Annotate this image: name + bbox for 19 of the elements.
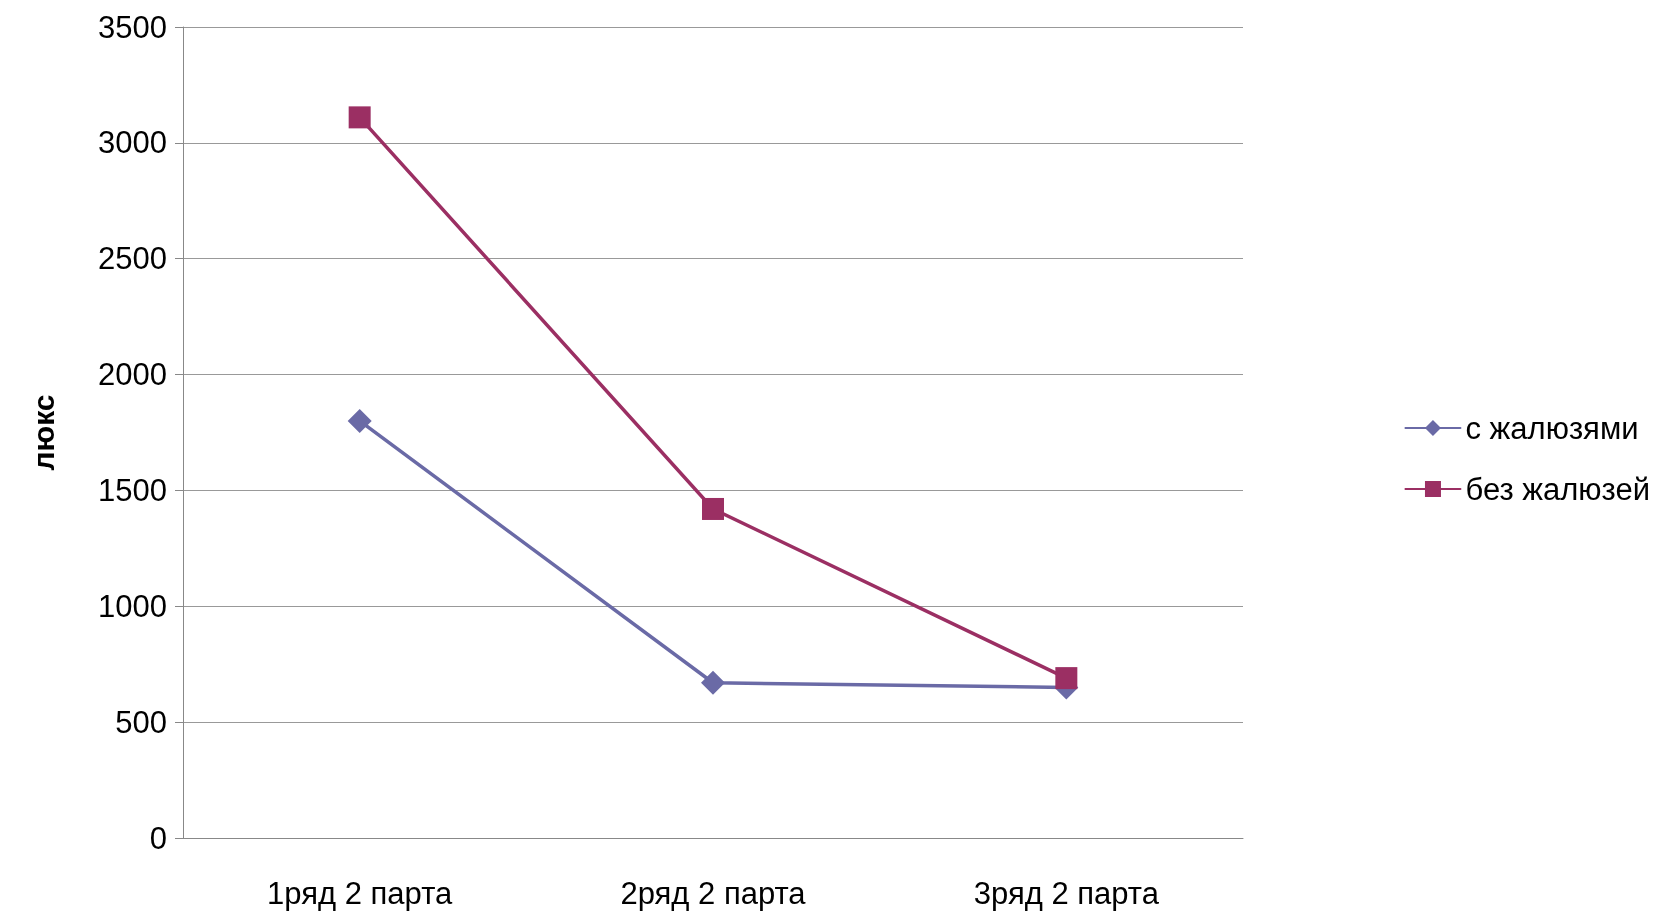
- y-tick-label: 3500: [98, 9, 167, 45]
- legend-label: с жалюзями: [1465, 410, 1639, 446]
- y-tick-label: 1500: [98, 472, 167, 508]
- point: [348, 106, 371, 129]
- y-tick-label: 500: [115, 704, 167, 740]
- point: [701, 670, 725, 695]
- y-tick-label: 2000: [98, 357, 167, 393]
- x-tick-label: 1ряд 2 парта: [267, 876, 453, 911]
- x-tick-label: 2ряд 2 парта: [620, 876, 807, 911]
- point: [1055, 667, 1078, 690]
- y-axis-title: люкс: [26, 394, 60, 471]
- y-tick-label: 2500: [98, 241, 167, 277]
- y-tick-label: 3000: [98, 125, 167, 161]
- y-tick-label: 1000: [98, 588, 167, 624]
- point: [702, 497, 724, 520]
- legend-label: без жалюзей: [1465, 471, 1651, 507]
- x-tick-label: 3ряд 2 парта: [973, 876, 1160, 911]
- point: [347, 408, 372, 433]
- y-tick-label: 0: [149, 820, 167, 856]
